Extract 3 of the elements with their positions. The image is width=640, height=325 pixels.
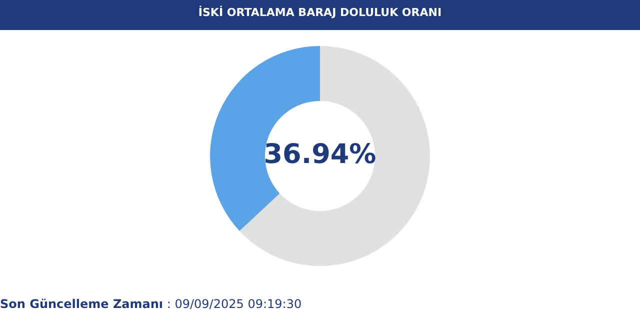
chart-title: İSKİ ORTALAMA BARAJ DOLULUK ORANI: [0, 0, 640, 30]
text: Son Güncelleme Zamanı : 09/09/2025 09:19:30: [0, 297, 302, 311]
text: 36.94%: [264, 139, 376, 170]
